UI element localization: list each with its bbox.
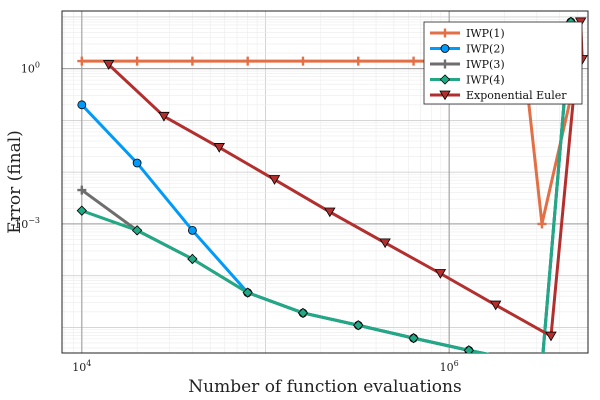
series-layer <box>76 16 588 353</box>
data-point <box>440 28 450 38</box>
data-point <box>187 56 197 66</box>
data-point <box>132 56 142 66</box>
data-point <box>158 111 170 122</box>
legend-label: IWP(1) <box>466 27 505 40</box>
data-point <box>489 300 502 311</box>
data-point <box>297 307 309 319</box>
data-point <box>440 59 450 69</box>
data-point <box>213 143 225 153</box>
data-point <box>440 44 450 53</box>
legend: IWP(1) IWP(2) IWP(3) IWP(4) Exponential Eule… <box>423 21 583 105</box>
data-point <box>242 287 253 298</box>
data-point <box>131 225 143 236</box>
data-point <box>298 56 308 66</box>
data-point <box>353 56 363 66</box>
data-point <box>408 332 419 344</box>
x-axis-title: Number of function evaluations <box>188 377 461 397</box>
series-4 <box>102 17 588 342</box>
data-point <box>77 185 87 195</box>
legend-label: IWP(3) <box>466 58 505 71</box>
data-point <box>409 56 419 66</box>
series-3 <box>76 16 577 353</box>
legend-label: Exponential Euler <box>466 89 567 102</box>
data-point <box>379 238 391 249</box>
data-point <box>439 74 451 85</box>
legend-box <box>423 21 583 105</box>
data-point <box>434 269 447 279</box>
plot-area-frame <box>61 10 589 354</box>
data-point <box>439 90 451 101</box>
y-axis-title: Error (final) <box>5 130 25 234</box>
data-point <box>188 225 197 235</box>
data-point <box>187 253 198 265</box>
legend-label: IWP(4) <box>466 74 505 87</box>
grid <box>62 11 588 353</box>
data-point <box>537 219 547 229</box>
legend-label: IWP(2) <box>466 43 505 56</box>
data-point <box>353 320 364 331</box>
data-point <box>268 175 281 185</box>
data-point <box>545 331 557 342</box>
data-point <box>77 56 87 66</box>
data-point <box>132 158 142 168</box>
data-point <box>324 207 336 218</box>
data-point <box>76 205 87 216</box>
data-point <box>102 60 115 70</box>
data-point <box>463 345 475 353</box>
data-point <box>243 56 253 66</box>
series-line <box>81 21 573 353</box>
data-point <box>77 100 87 110</box>
